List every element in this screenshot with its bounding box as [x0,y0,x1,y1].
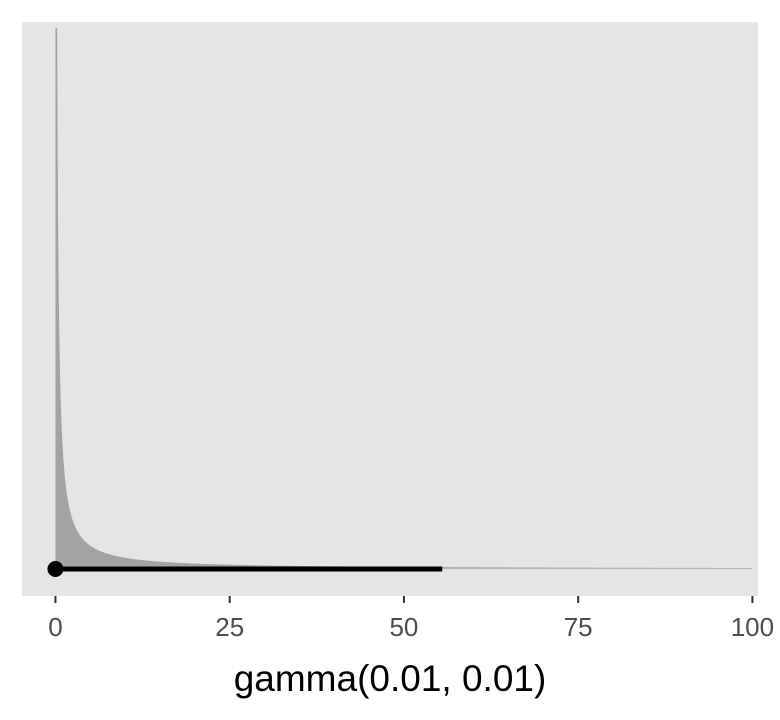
panel-background [22,22,758,596]
x-tick-label: 100 [731,612,774,642]
x-axis: 0 25 50 75 100 [48,596,774,642]
point-estimate [47,561,64,577]
x-tick-label: 50 [389,612,418,642]
x-tick-label: 25 [215,612,244,642]
x-axis-title: gamma(0.01, 0.01) [234,658,547,699]
interval-layer [47,561,443,577]
x-tick-label: 75 [564,612,593,642]
x-tick-label: 0 [48,612,62,642]
